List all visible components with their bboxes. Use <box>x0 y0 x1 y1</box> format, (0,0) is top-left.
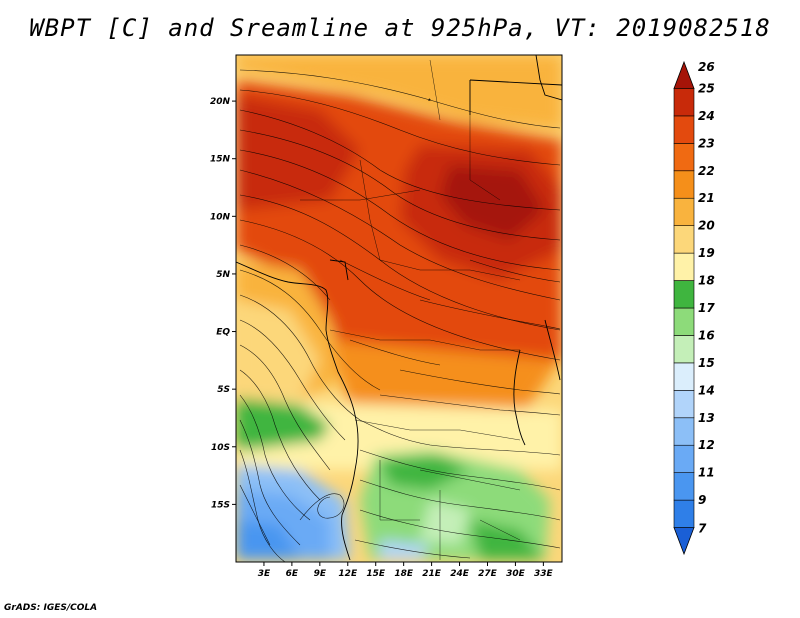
colorbar-swatch <box>673 252 695 281</box>
y-tick-label: 10N <box>210 212 231 222</box>
colorbar-label: 7 <box>698 522 707 536</box>
x-tick-label: 33E <box>534 569 554 579</box>
y-tick-label: 15S <box>211 500 230 510</box>
wbpt-field <box>236 55 562 562</box>
x-tick-label: 27E <box>478 569 498 579</box>
x-tick-label: 12E <box>338 569 358 579</box>
colorbar-label: 15 <box>698 356 715 370</box>
colorbar-label: 19 <box>698 246 715 260</box>
colorbar-swatch <box>673 197 695 226</box>
colorbar-label: 18 <box>698 274 715 288</box>
colorbar-label: 26 <box>698 60 715 74</box>
colorbar-swatch <box>673 307 695 336</box>
colorbar-label: 16 <box>698 328 715 342</box>
colorbar-label: 24 <box>698 109 715 123</box>
x-tick-label: 3E <box>258 569 271 579</box>
colorbar-min-arrow <box>673 527 695 556</box>
colorbar-swatch <box>673 280 695 309</box>
y-tick-label: 15N <box>210 155 231 165</box>
y-tick-label: 5S <box>217 385 230 395</box>
x-tick-label: 30E <box>506 569 526 579</box>
y-tick-label: 10S <box>211 443 230 453</box>
x-tick-label: 21E <box>422 569 442 579</box>
colorbar-swatch <box>673 170 695 199</box>
coastlines <box>236 55 562 561</box>
colorbar-swatch <box>673 115 695 144</box>
x-tick-label: 15E <box>366 569 386 579</box>
colorbar-max-arrow <box>673 60 695 89</box>
colorbar-label: 9 <box>698 493 706 507</box>
colorbar-swatch <box>673 143 695 172</box>
colorbar-label: 25 <box>698 81 715 95</box>
country-borders <box>300 59 521 560</box>
colorbar-label: 14 <box>698 383 715 397</box>
grads-credit: GrADS: IGES/COLA <box>4 603 98 613</box>
x-tick-label: 6E <box>286 569 299 579</box>
colorbar-swatch <box>673 444 695 473</box>
colorbar-swatch <box>673 390 695 419</box>
colorbar-swatch <box>673 88 695 117</box>
y-tick-label: EQ <box>216 328 230 338</box>
colorbar-swatch <box>673 335 695 364</box>
colorbar-swatch <box>673 417 695 446</box>
y-tick-label: 5N <box>216 270 230 280</box>
colorbar-label: 20 <box>698 219 715 233</box>
x-axis: 3E 6E 9E 12E 15E 18E 21E 24E 27E 30E 33E <box>258 562 554 579</box>
x-tick-label: 9E <box>314 569 327 579</box>
x-tick-label: 24E <box>450 569 470 579</box>
colorbar-label: 13 <box>698 411 715 425</box>
colorbar-label: 11 <box>698 466 715 480</box>
colorbar-label: 23 <box>698 136 715 150</box>
colorbar-swatch <box>673 472 695 501</box>
y-axis: 20N 15N 10N 5N EQ 5S 10S 15S <box>210 97 236 510</box>
colorbar: 7 9 11 12 13 14 15 16 17 18 19 20 21 22 23 24 25 26 <box>673 60 715 556</box>
map-frame <box>235 54 563 563</box>
colorbar-label: 21 <box>698 191 715 205</box>
x-tick-label: 18E <box>394 569 414 579</box>
colorbar-swatch <box>673 362 695 391</box>
colorbar-label: 22 <box>698 164 715 178</box>
y-tick-label: 20N <box>210 97 231 107</box>
colorbar-swatch <box>673 499 695 528</box>
chart-title: WBPT [C] and Sreamline at 925hPa, VT: 20… <box>29 14 771 42</box>
colorbar-label: 12 <box>698 438 715 452</box>
colorbar-swatch <box>673 225 695 254</box>
colorbar-label: 17 <box>698 301 715 315</box>
